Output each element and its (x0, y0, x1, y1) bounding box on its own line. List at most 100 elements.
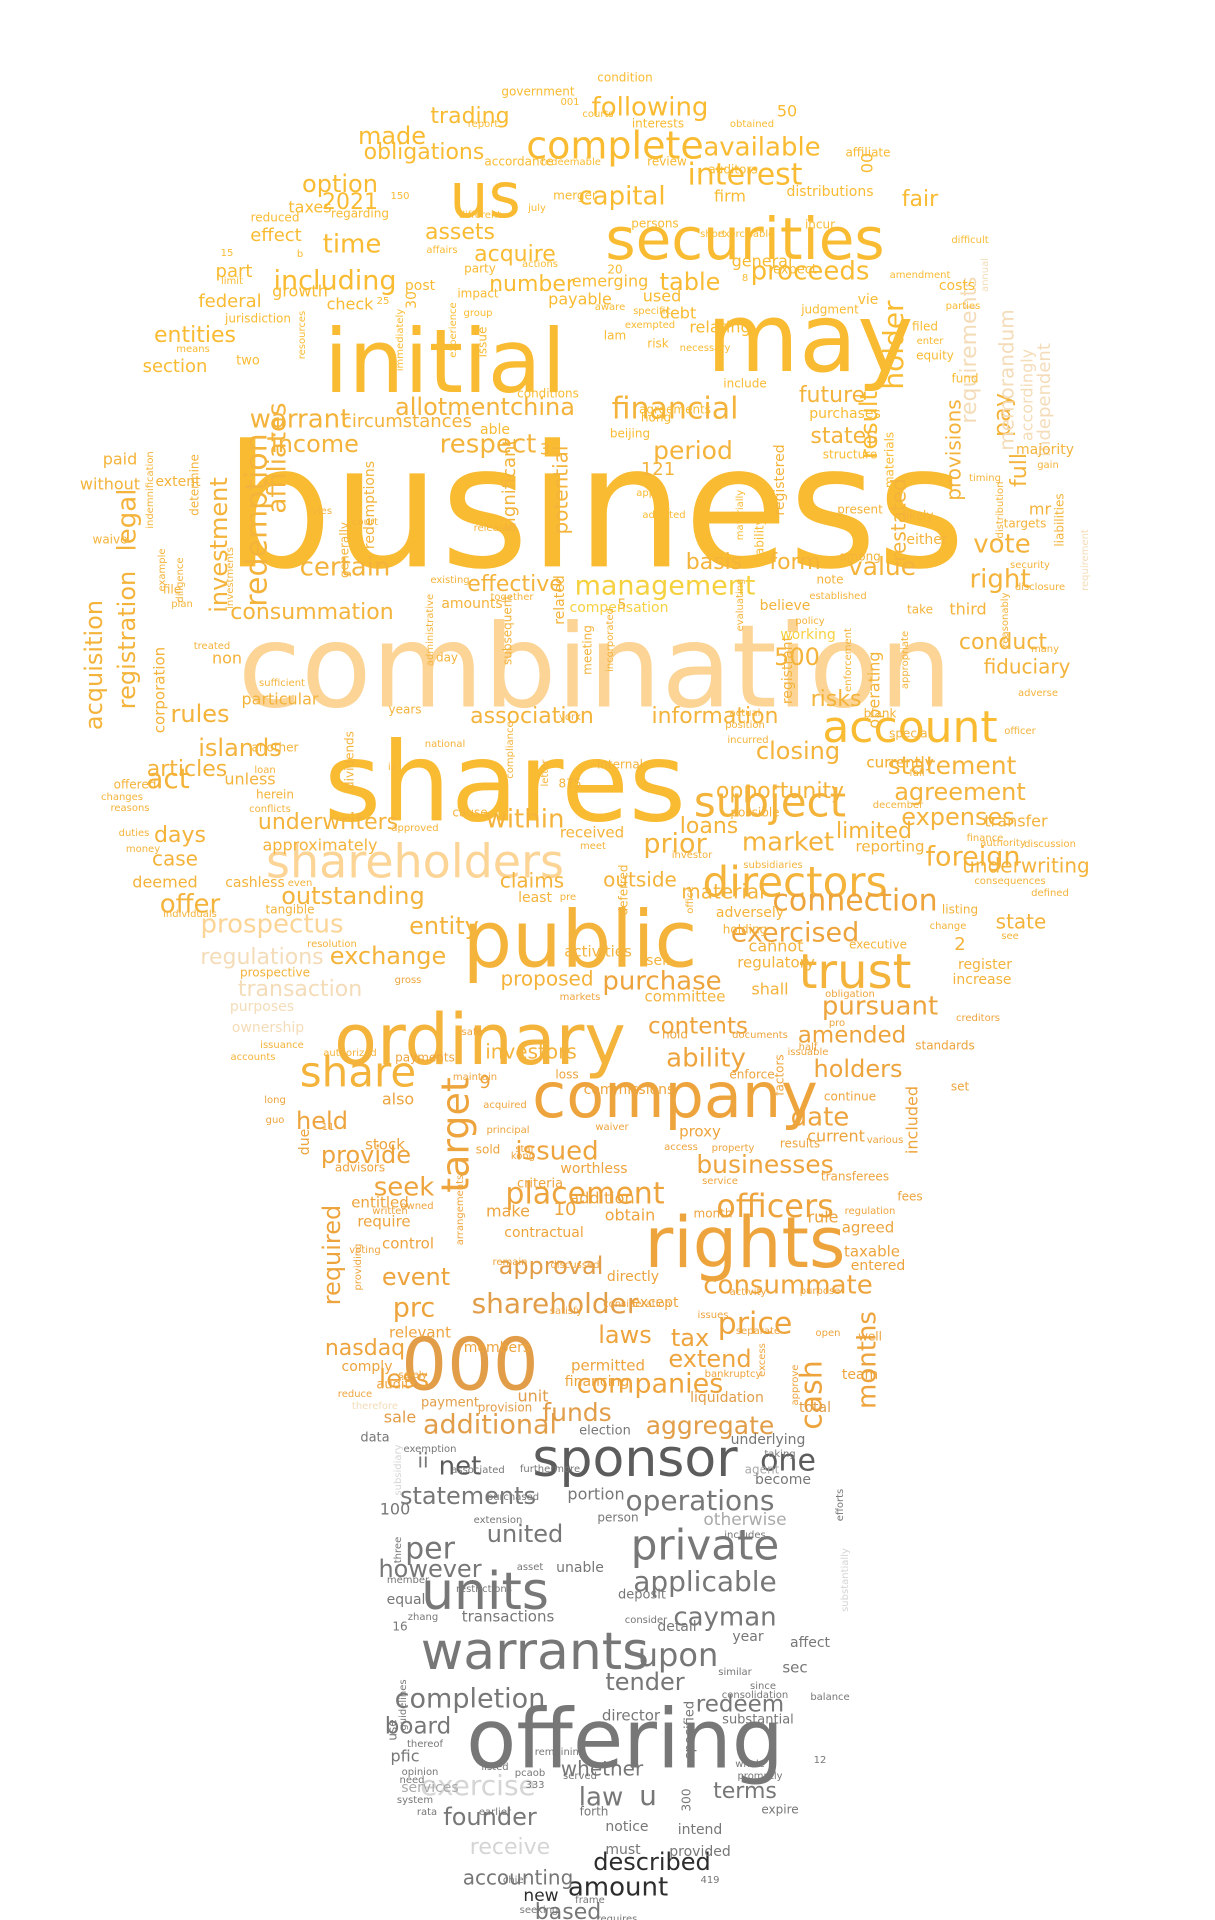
cloud-word-underwriters: underwriters (258, 810, 398, 835)
cloud-word-b: b (297, 249, 303, 260)
cloud-word-july: july (527, 203, 546, 214)
cloud-word-00: 00 (858, 153, 877, 173)
cloud-word-9: 9 (479, 1072, 490, 1093)
cloud-word-excess: excess (757, 1343, 768, 1377)
cloud-word-together: together (490, 592, 534, 603)
cloud-word-loss: loss (555, 1068, 578, 1082)
cloud-word-necessary: necessary (680, 343, 731, 354)
cloud-word-non: non (212, 649, 242, 668)
cloud-word-year: year (732, 1629, 763, 1645)
cloud-word-shall: shall (751, 980, 788, 999)
cloud-word-proxy: proxy (679, 1123, 721, 1141)
cloud-word-third: third (949, 600, 986, 619)
cloud-word-regulations: regulations (200, 945, 323, 970)
cloud-word-gain: gain (1037, 460, 1059, 471)
cloud-word-payments: payments (395, 1051, 455, 1065)
cloud-word-released: released (474, 523, 517, 534)
cloud-word-include: include (723, 377, 766, 391)
cloud-word-warrants: warrants (421, 1622, 650, 1682)
cloud-word-working: working (780, 627, 836, 643)
cloud-word-remain: remain (492, 1257, 527, 1268)
cloud-word-full: full (1007, 453, 1032, 487)
cloud-word-existing: existing (430, 575, 469, 586)
cloud-word-providing: providing (353, 1244, 364, 1291)
cloud-word-example: example (157, 548, 168, 591)
cloud-word-regarding: regarding (331, 207, 389, 221)
cloud-word-contents: contents (648, 1014, 748, 1040)
cloud-word-shares: shares (324, 718, 686, 846)
cloud-word-sponsor: sponsor (532, 1429, 738, 1489)
cloud-word-guidelines: guidelines (398, 1679, 409, 1730)
cloud-word-11: 11 (322, 1122, 335, 1133)
cloud-word-least: least (518, 890, 552, 906)
cloud-word-interests: interests (632, 117, 684, 131)
cloud-word-distribution: distribution (995, 482, 1006, 539)
cloud-word-deposit: deposit (618, 1588, 666, 1603)
cloud-word-lam: lam (604, 329, 626, 343)
cloud-word-333: 333 (525, 1780, 544, 1791)
cloud-word-blank: blank (864, 707, 897, 721)
cloud-word-hold: hold (662, 1028, 688, 1042)
cloud-word-permitted: permitted (571, 1357, 645, 1375)
cloud-word-419: 419 (700, 1875, 719, 1886)
cloud-word-without: without (80, 475, 140, 494)
cloud-word-due: due (297, 1129, 313, 1155)
cloud-word-contractual: contractual (504, 1225, 584, 1241)
cloud-word-activities: activities (564, 943, 632, 961)
cloud-word-pre: pre (560, 892, 576, 903)
cloud-word-established: established (809, 591, 866, 602)
cloud-word-financing: financing (565, 1374, 630, 1390)
cloud-word-aware: aware (595, 302, 625, 313)
cloud-word-provided: provided (669, 1844, 730, 1860)
cloud-word-opinion: opinion (402, 1767, 439, 1778)
cloud-word-right: right (969, 565, 1030, 595)
cloud-word-herein: herein (256, 788, 294, 802)
cloud-word-auditors: auditors (708, 163, 757, 177)
cloud-word-restated: restated (887, 478, 911, 561)
cloud-word-affiliates: affiliates (263, 402, 293, 513)
cloud-word-underlying: underlying (731, 1432, 806, 1448)
cloud-word-access: access (664, 1142, 698, 1153)
cloud-word-filed: filed (912, 320, 938, 334)
cloud-word-combination: combination (238, 601, 952, 735)
cloud-word-2021: 2021 (322, 190, 378, 215)
cloud-word-post: post (405, 278, 436, 294)
cloud-word-disclosure: disclosure (1015, 582, 1065, 593)
cloud-word-obligation: obligation (825, 989, 875, 1000)
cloud-word-currently: currently (866, 754, 933, 772)
cloud-word-exchange: exchange (330, 942, 446, 970)
cloud-word-executive: executive (849, 938, 907, 952)
cloud-word-december: december (873, 800, 924, 811)
cloud-word-debt: debt (660, 304, 696, 323)
cloud-word-written: written (372, 1206, 407, 1217)
cloud-word-means: means (176, 344, 210, 355)
cloud-word-property: property (712, 1143, 755, 1154)
cloud-word-reduced: reduced (251, 211, 300, 225)
cloud-word-shareholders: shareholders (266, 835, 564, 889)
cloud-word-price: price (718, 1307, 793, 1342)
cloud-word-consummation: consummation (230, 600, 393, 625)
cloud-word-structure: structure (823, 448, 877, 462)
cloud-word-holder: holder (877, 300, 910, 390)
cloud-word-changes: changes (101, 792, 143, 803)
cloud-word-emerging: emerging (572, 272, 648, 291)
cloud-word-three: three (393, 1537, 404, 1563)
cloud-word-evaluating: evaluating (735, 579, 746, 632)
cloud-word-market: market (742, 828, 834, 858)
cloud-word-redemptions: redemptions (362, 461, 378, 549)
cloud-word-open: open (816, 1328, 841, 1339)
cloud-word-security: security (1010, 560, 1050, 571)
cloud-word-difficult: difficult (951, 235, 988, 246)
cloud-word-securities: securities (605, 205, 884, 273)
cloud-word-letter: letter (540, 759, 551, 787)
cloud-word-earlier: earlier (479, 1807, 512, 1818)
cloud-word-unit: unit (518, 1387, 549, 1406)
cloud-word-extension: extension (474, 1515, 523, 1526)
cloud-word-costs: costs (939, 278, 975, 294)
cloud-word-held: held (296, 1107, 348, 1135)
cloud-word-acquire: acquire (474, 242, 556, 267)
cloud-word-data: data (360, 1431, 389, 1446)
cloud-word-firm: firm (714, 187, 746, 206)
cloud-word-condition: condition (597, 71, 652, 85)
cloud-word-received: received (560, 824, 624, 842)
